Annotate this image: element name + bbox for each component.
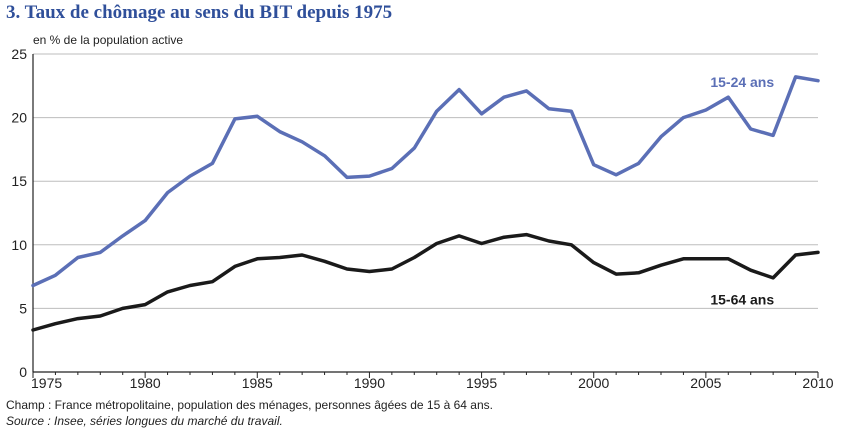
champ-note: Champ : France métropolitaine, populatio… bbox=[6, 398, 493, 412]
series-line-15-64-ans bbox=[31, 232, 820, 332]
series-label-15-24-ans: 15-24 ans bbox=[710, 74, 774, 90]
y-tick-label-25: 25 bbox=[11, 46, 27, 62]
chart-title: 3. Taux de chômage au sens du BIT depuis… bbox=[6, 2, 393, 23]
y-tick-label-15: 15 bbox=[11, 173, 27, 189]
y-tick-label-20: 20 bbox=[11, 110, 27, 126]
x-tick-label-2010: 2010 bbox=[802, 375, 833, 391]
x-tick-label-1995: 1995 bbox=[466, 375, 497, 391]
x-tick-label-1990: 1990 bbox=[354, 375, 385, 391]
y-axis-unit-label: en % de la population active bbox=[33, 33, 184, 47]
x-tick-label-1980: 1980 bbox=[130, 375, 161, 391]
x-tick-label-2000: 2000 bbox=[578, 375, 609, 391]
x-tick-label-2005: 2005 bbox=[690, 375, 721, 391]
y-tick-label-0: 0 bbox=[19, 364, 27, 380]
y-tick-label-10: 10 bbox=[11, 237, 27, 253]
series-label-15-64-ans: 15-64 ans bbox=[710, 292, 774, 308]
source-note: Source : Insee, séries longues du marché… bbox=[6, 414, 283, 428]
y-tick-label-5: 5 bbox=[19, 300, 27, 316]
series-line-15-24-ans bbox=[31, 75, 820, 288]
x-tick-label-1985: 1985 bbox=[242, 375, 273, 391]
x-tick-label-1975: 1975 bbox=[31, 375, 62, 391]
